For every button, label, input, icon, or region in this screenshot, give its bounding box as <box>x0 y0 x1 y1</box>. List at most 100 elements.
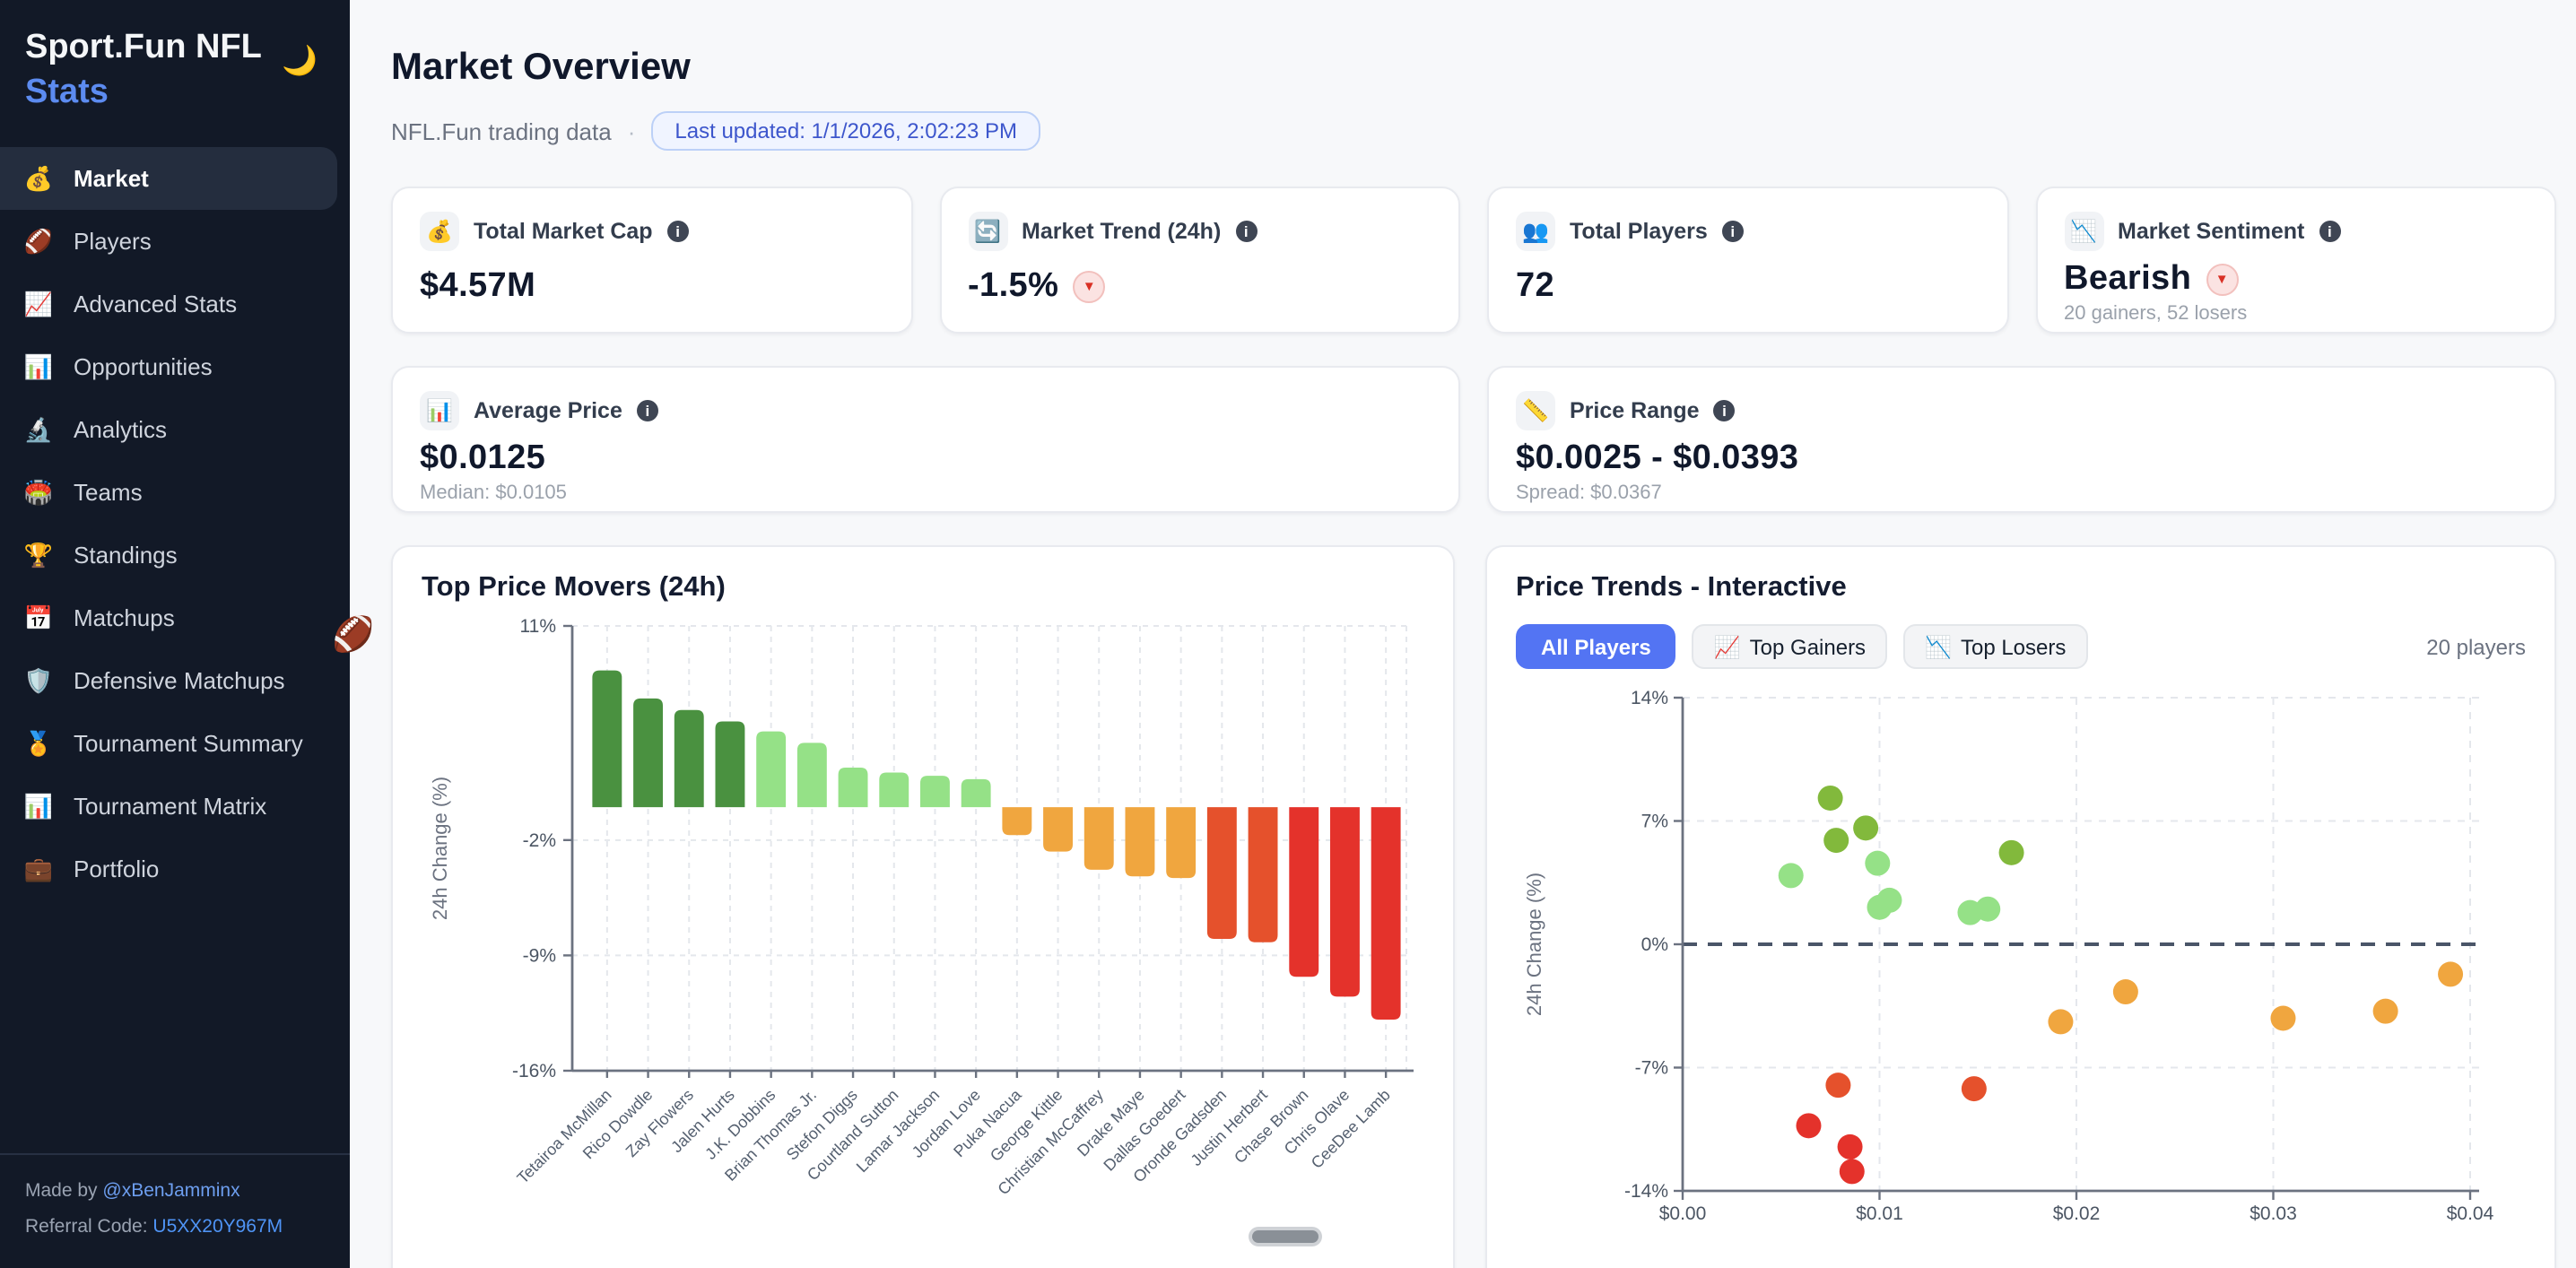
sidebar-item-label: Defensive Matchups <box>74 667 285 695</box>
svg-text:-7%: -7% <box>1635 1058 1668 1079</box>
sidebar-item-icon: 🛡️ <box>23 666 54 694</box>
sidebar-item-matchups[interactable]: 📅 Matchups <box>0 587 350 650</box>
svg-text:14%: 14% <box>1631 688 1668 708</box>
svg-text:-9%: -9% <box>523 945 556 966</box>
stat-card-market-trend: 🔄 Market Trend (24h) i -1.5% ▼ <box>939 187 1460 334</box>
sidebar-item-icon: 📈 <box>23 290 54 317</box>
info-icon[interactable]: i <box>636 400 658 421</box>
sidebar-item-icon: 💰 <box>23 164 54 192</box>
sidebar-item-icon: 🏈 <box>23 227 54 255</box>
svg-text:$0.01: $0.01 <box>1856 1203 1903 1224</box>
sidebar-item-label: Matchups <box>74 604 175 632</box>
sidebar-item-icon: 💼 <box>23 855 54 882</box>
sidebar-item-advanced-stats[interactable]: 📈 Advanced Stats <box>0 274 350 336</box>
money-bag-icon: 💰 <box>420 212 459 251</box>
sidebar-item-icon: 📅 <box>23 604 54 631</box>
last-updated-badge: Last updated: 1/1/2026, 2:02:23 PM <box>651 111 1041 151</box>
svg-text:$0.03: $0.03 <box>2250 1203 2297 1224</box>
average-price-value: $0.0125 <box>420 439 546 477</box>
logo-line2: Stats <box>25 73 109 111</box>
svg-text:-14%: -14% <box>1624 1181 1668 1202</box>
svg-text:-16%: -16% <box>512 1061 556 1081</box>
trends-controls: All Players 📈 Top Gainers 📉 Top Losers 20 … <box>1516 624 2526 669</box>
svg-text:0%: 0% <box>1641 934 1668 955</box>
sidebar: Sport.Fun NFL Stats 🌙 💰 Market 🏈 Players 📈 Ad… <box>0 0 350 1268</box>
svg-text:$0.04: $0.04 <box>2447 1203 2494 1224</box>
sidebar-item-icon: 🏆 <box>23 541 54 569</box>
info-icon[interactable]: i <box>1713 400 1736 421</box>
sidebar-item-icon: 📊 <box>23 792 54 820</box>
sidebar-item-label: Teams <box>74 479 143 507</box>
market-trend-value: -1.5% <box>968 267 1059 305</box>
sidebar-item-tournament-matrix[interactable]: 📊 Tournament Matrix <box>0 776 350 838</box>
info-icon[interactable]: i <box>1721 221 1744 242</box>
stat-card-total-market-cap: 💰 Total Market Cap i $4.57M <box>391 187 912 334</box>
sentiment-value: Bearish <box>2064 260 2192 298</box>
logo-line1: Sport.Fun NFL <box>25 29 262 66</box>
football-edge-icon: 🏈 <box>332 617 375 655</box>
info-icon[interactable]: i <box>2319 221 2341 242</box>
sidebar-item-label: Opportunities <box>74 353 213 381</box>
top-losers-button[interactable]: 📉 Top Losers <box>1903 624 2088 669</box>
trends-chart-title: Price Trends - Interactive <box>1516 572 1847 603</box>
sidebar-item-label: Analytics <box>74 416 168 444</box>
average-price-sub: Median: $0.0105 <box>420 482 567 504</box>
sidebar-item-tournament-summary[interactable]: 🏅 Tournament Summary <box>0 713 350 776</box>
trends-scatter-chart[interactable]: 14% 7% 0% -7% -14%$0.00 $0.01 $0.02 $0.03 $0.04 2… <box>1516 673 2526 1230</box>
sidebar-item-label: Standings <box>74 542 178 569</box>
sidebar-item-standings[interactable]: 🏆 Standings <box>0 525 350 587</box>
all-players-button[interactable]: All Players <box>1516 624 1676 669</box>
made-by-line: Made by @xBenJamminx <box>25 1180 240 1203</box>
chart-increasing-icon: 📈 <box>1713 634 1741 659</box>
down-triangle-icon: ▼ <box>1073 271 1106 303</box>
movers-chart-title: Top Price Movers (24h) <box>422 572 726 603</box>
horizontal-scrollbar-thumb[interactable] <box>1252 1230 1318 1243</box>
referral-code-link[interactable]: U5XX20Y967M <box>152 1215 283 1238</box>
main-content: Market Overview NFL.Fun trading data · L… <box>350 0 2576 1268</box>
sidebar-item-icon: 📊 <box>23 352 54 380</box>
sidebar-item-defensive-matchups[interactable]: 🛡️ Defensive Matchups <box>0 650 350 713</box>
info-icon[interactable]: i <box>666 221 689 242</box>
price-range-value: $0.0025 - $0.0393 <box>1516 439 1799 477</box>
sidebar-item-portfolio[interactable]: 💼 Portfolio <box>0 838 350 901</box>
stat-cards-row-2: 📊 Average Price i $0.0125 Median: $0.010… <box>391 366 2556 513</box>
moon-icon: 🌙 <box>282 47 318 77</box>
sidebar-item-label: Portfolio <box>74 855 160 883</box>
svg-text:$0.00: $0.00 <box>1659 1203 1707 1224</box>
sidebar-item-analytics[interactable]: 🔬 Analytics <box>0 399 350 462</box>
sentiment-sub: 20 gainers, 52 losers <box>2064 303 2248 325</box>
svg-text:11%: 11% <box>520 616 556 637</box>
svg-text:-2%: -2% <box>523 830 556 851</box>
sidebar-item-label: Players <box>74 228 152 256</box>
top-gainers-button[interactable]: 📈 Top Gainers <box>1692 624 1888 669</box>
top-price-movers-card: Top Price Movers (24h) 11% -2% -9% -16% Teta… <box>391 545 1455 1268</box>
page-title: Market Overview <box>391 47 691 88</box>
players-count-label: 20 players <box>2426 634 2526 659</box>
sidebar-item-icon: 🏅 <box>23 729 54 757</box>
sidebar-item-players[interactable]: 🏈 Players <box>0 211 350 274</box>
chart-decreasing-icon: 📉 <box>2064 212 2103 251</box>
stat-cards-row-1: 💰 Total Market Cap i $4.57M 🔄 Market Tre… <box>391 187 2556 334</box>
charts-row: Top Price Movers (24h) 11% -2% -9% -16% Teta… <box>391 545 2556 1268</box>
market-cap-value: $4.57M <box>420 267 536 305</box>
busts-icon: 👥 <box>1516 212 1555 251</box>
sidebar-item-market[interactable]: 💰 Market <box>0 147 337 211</box>
info-icon[interactable]: i <box>1235 221 1258 242</box>
made-by-link[interactable]: @xBenJamminx <box>102 1180 240 1203</box>
stat-card-total-players: 👥 Total Players i 72 <box>1487 187 2008 334</box>
stat-card-average-price: 📊 Average Price i $0.0125 Median: $0.010… <box>391 366 1460 513</box>
price-range-sub: Spread: $0.0367 <box>1516 482 1662 504</box>
chart-decreasing-icon: 📉 <box>1925 634 1952 659</box>
total-players-value: 72 <box>1516 267 1555 305</box>
sidebar-item-opportunities[interactable]: 📊 Opportunities <box>0 336 350 399</box>
app-logo: Sport.Fun NFL Stats 🌙 <box>0 0 350 134</box>
svg-text:24h Change (%): 24h Change (%) <box>429 777 451 920</box>
sidebar-item-label: Tournament Matrix <box>74 793 267 821</box>
referral-line: Referral Code: U5XX20Y967M <box>25 1215 283 1238</box>
sidebar-item-teams[interactable]: 🏟️ Teams <box>0 462 350 525</box>
sidebar-item-label: Market <box>74 165 149 193</box>
price-trends-card: Price Trends - Interactive All Players 📈… <box>1485 545 2556 1268</box>
dot-separator: · <box>627 117 636 144</box>
